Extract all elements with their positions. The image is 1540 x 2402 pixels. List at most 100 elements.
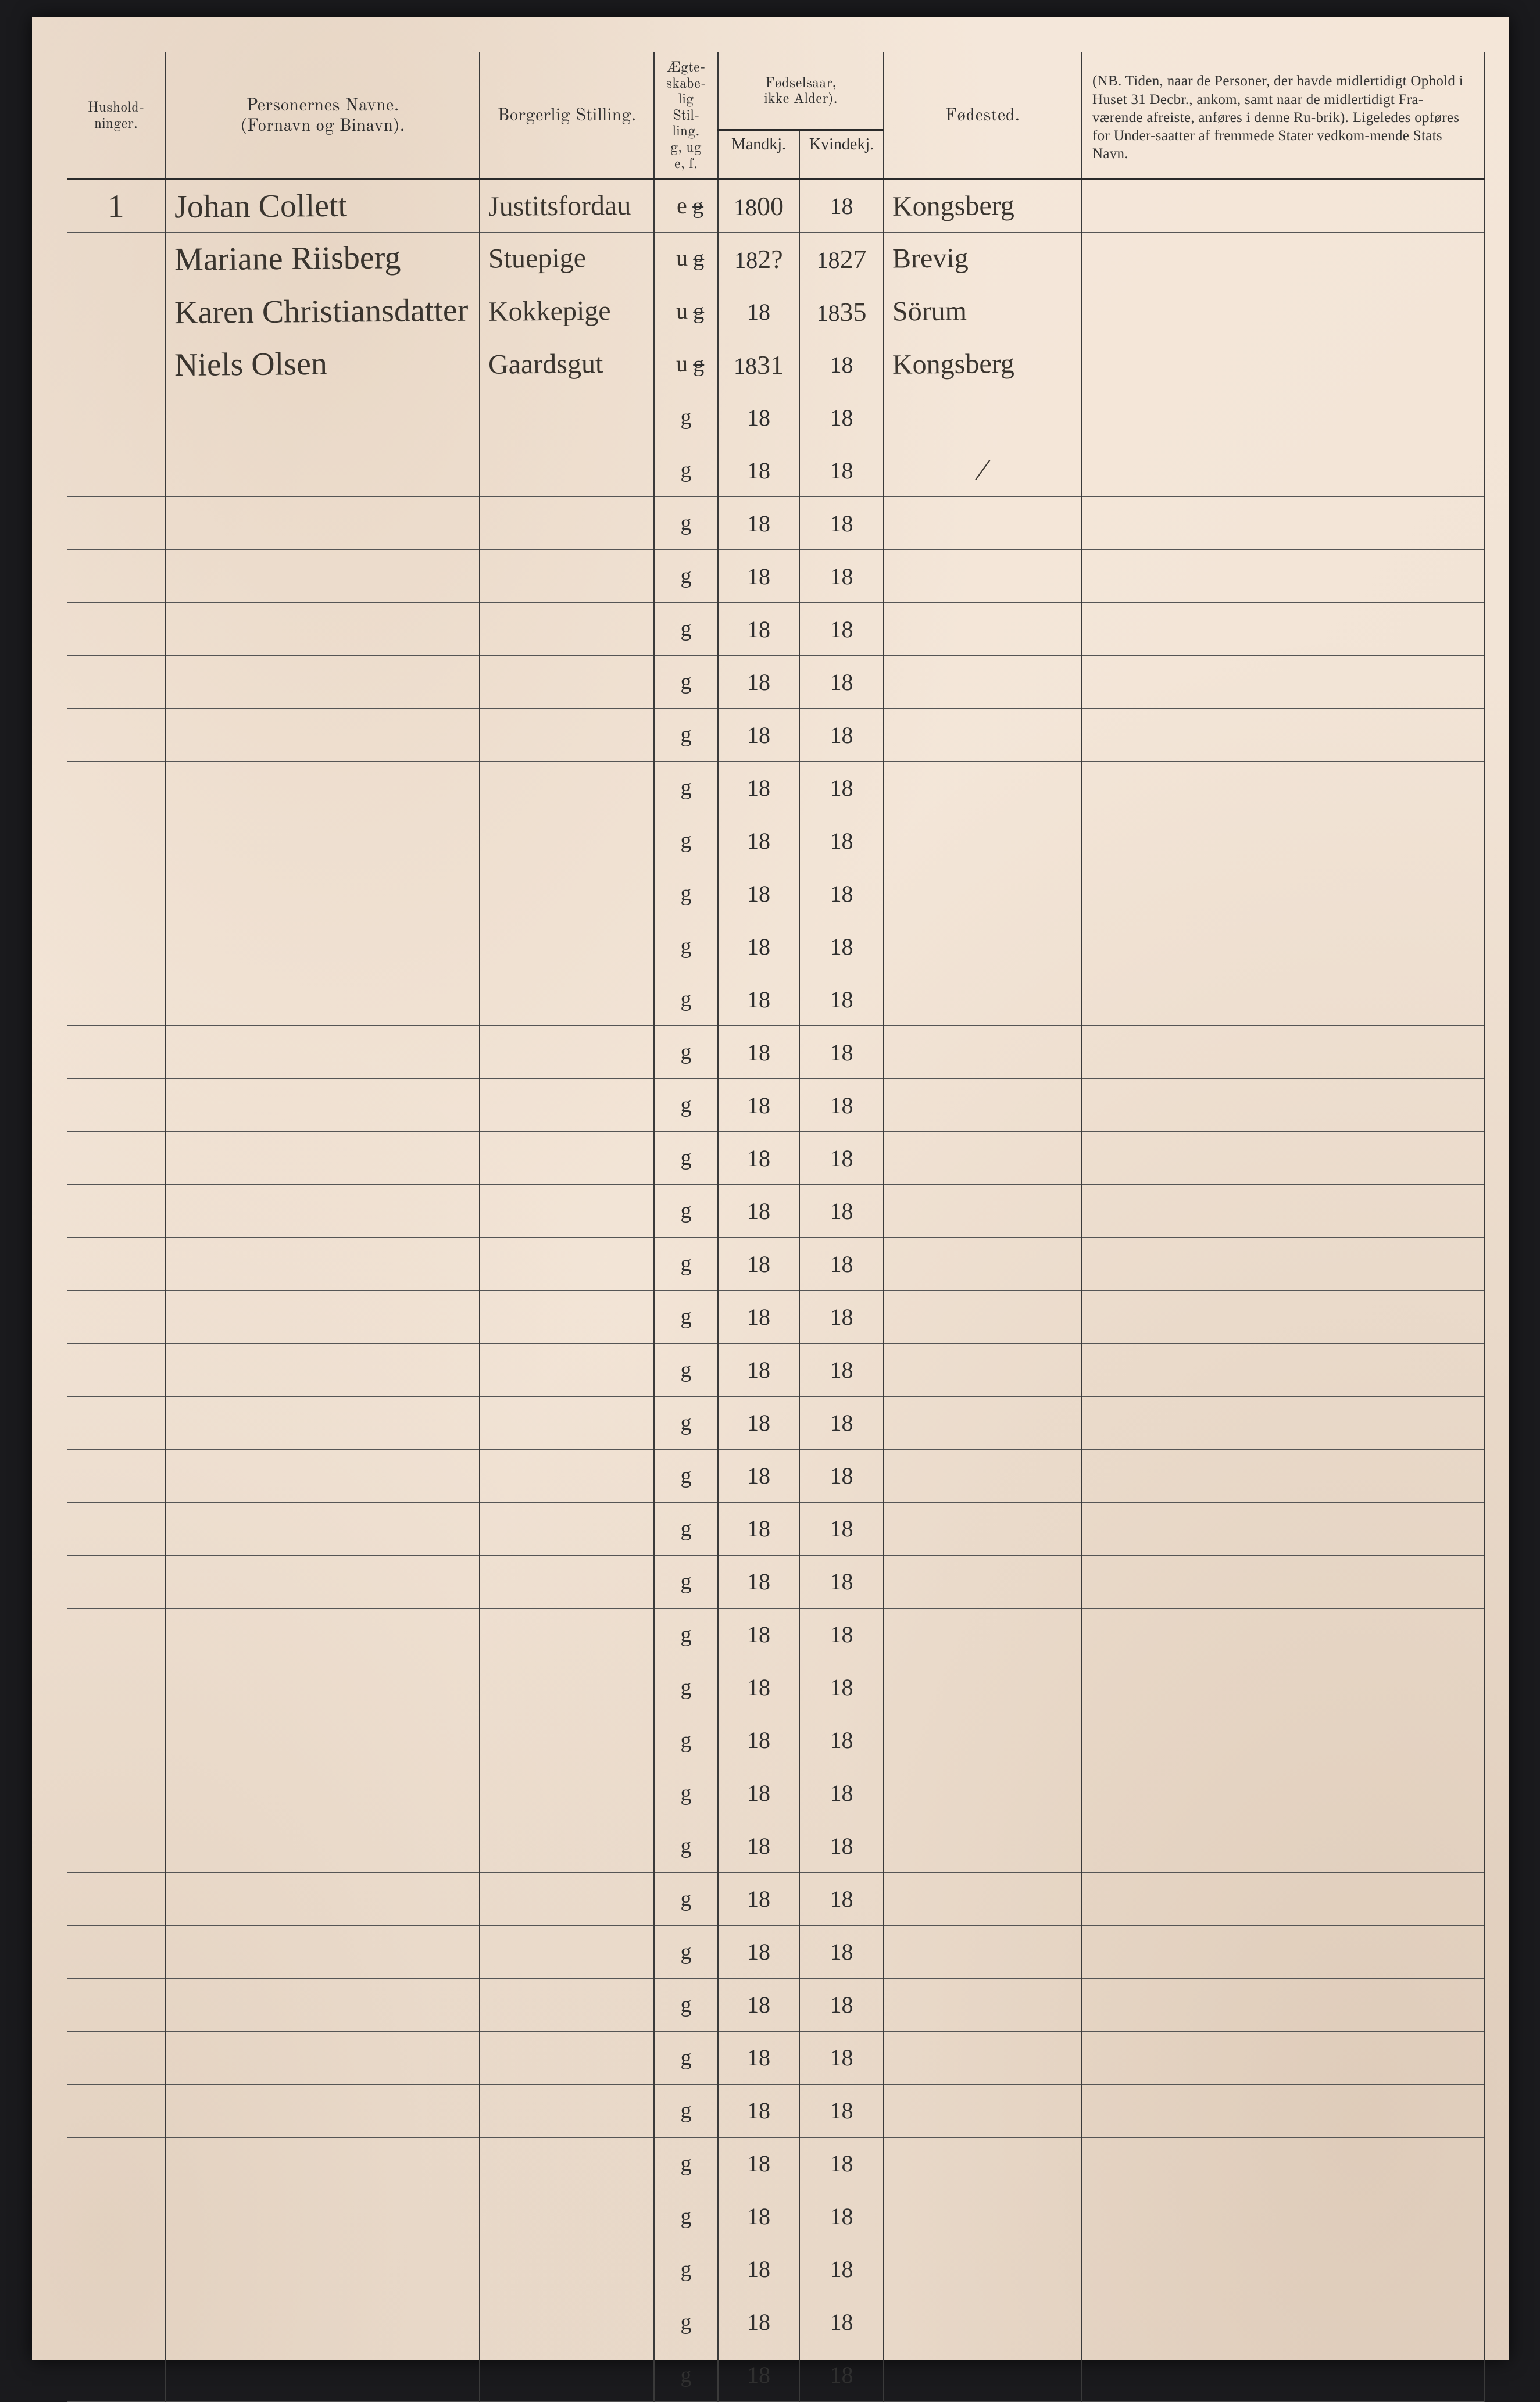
egte-printed-g: g <box>693 246 704 271</box>
cell-egte: g <box>654 1925 718 1978</box>
cell-nb <box>1081 1925 1485 1978</box>
cell-name <box>166 2190 480 2243</box>
cell-mandkj: 18 <box>718 973 799 1026</box>
table-row: g1818 <box>67 1661 1485 1714</box>
cell-husholdninger <box>67 709 166 762</box>
cell-name <box>166 867 480 920</box>
cell-stilling: Gaardsgut <box>480 338 654 391</box>
cell-fodested: Brevig <box>884 233 1081 285</box>
cell-kvindekj: 18 <box>799 338 884 391</box>
cell-nb <box>1081 1872 1485 1925</box>
cell-kvindekj: 18 <box>799 180 884 233</box>
cell-stilling <box>480 1925 654 1978</box>
cell-egte: g <box>654 550 718 603</box>
cell-fodested <box>884 1767 1081 1820</box>
cell-egte: g <box>654 1343 718 1396</box>
egte-hand: u <box>668 246 688 270</box>
cell-egte: g <box>654 1026 718 1079</box>
cell-mandkj: 18 <box>718 1608 799 1661</box>
kvind-value: 18 <box>800 1356 883 1384</box>
egte-printed-g: g <box>655 986 717 1012</box>
cell-name <box>166 656 480 709</box>
cell-fodested <box>884 1661 1081 1714</box>
cell-husholdninger <box>67 1714 166 1767</box>
kvind-value: 18 <box>800 1409 883 1436</box>
cell-husholdninger <box>67 2190 166 2243</box>
fodested-value: Kongsberg <box>884 350 1014 379</box>
cell-egte: g <box>654 444 718 497</box>
cell-mandkj: 18 <box>718 2243 799 2296</box>
kvind-value: 18 <box>800 404 883 431</box>
cell-name <box>166 1026 480 1079</box>
cell-stilling <box>480 656 654 709</box>
kvind-value: 18 <box>800 2097 883 2124</box>
cell-fodested <box>884 1714 1081 1767</box>
ledger-sheet: Hushold-ninger. Personernes Navne.(Forna… <box>67 52 1485 2351</box>
cell-egte: g <box>654 1396 718 1449</box>
mand-value: 18 <box>719 1092 799 1119</box>
cell-egte: u g <box>654 338 718 391</box>
col-husholdninger: Hushold-ninger. <box>67 52 166 180</box>
cell-mandkj: 18 <box>718 2190 799 2243</box>
mand-value: 18 <box>719 563 799 590</box>
table-row: g1818 <box>67 1555 1485 1608</box>
cell-mandkj: 18 <box>718 814 799 867</box>
egte-hand: u <box>668 352 688 376</box>
cell-name <box>166 1820 480 1872</box>
cell-fodested <box>884 1238 1081 1291</box>
stilling-value: Justitsfordau <box>480 192 631 221</box>
egte-hand: e <box>669 194 687 217</box>
cell-egte: g <box>654 973 718 1026</box>
cell-stilling <box>480 1661 654 1714</box>
cell-mandkj: 18 <box>718 920 799 973</box>
cell-stilling <box>480 1555 654 1608</box>
kvind-value: 18 <box>800 1938 883 1965</box>
cell-nb <box>1081 1661 1485 1714</box>
cell-kvindekj: 18 <box>799 1185 884 1238</box>
table-row: g1818 <box>67 497 1485 550</box>
cell-nb <box>1081 497 1485 550</box>
cell-egte: e g <box>654 180 718 233</box>
col-navne: Personernes Navne.(Fornavn og Binavn). <box>166 52 480 180</box>
kvind-value: 18 <box>800 1991 883 2018</box>
cell-mandkj: 18 <box>718 1502 799 1555</box>
col-fodselsaar: Fødselsaar,ikke Alder). <box>718 52 884 130</box>
mand-value: 18 <box>719 1039 799 1066</box>
census-table: Hushold-ninger. Personernes Navne.(Forna… <box>67 52 1485 2402</box>
fodested-value: Brevig <box>884 245 969 273</box>
egte-printed-g: g <box>655 669 717 695</box>
egte-printed-g: g <box>692 194 703 219</box>
cell-name: Karen Christiansdatter <box>166 285 480 338</box>
cell-name <box>166 550 480 603</box>
cell-mandkj: 18 <box>718 656 799 709</box>
col-kvindekj: Kvindekj. <box>799 130 884 180</box>
kvind-value: 18 <box>800 192 883 220</box>
egte-printed-g: g <box>655 1357 717 1383</box>
table-row: g1818 <box>67 656 1485 709</box>
cell-nb <box>1081 1396 1485 1449</box>
cell-name <box>166 2349 480 2401</box>
cell-fodested <box>884 1925 1081 1978</box>
cell-kvindekj: 18 <box>799 2349 884 2401</box>
cell-egte: g <box>654 497 718 550</box>
cell-name <box>166 1661 480 1714</box>
cell-mandkj: 18 <box>718 1449 799 1502</box>
cell-stilling <box>480 1767 654 1820</box>
table-row: Mariane RiisbergStuepigeu g182?1827Brevi… <box>67 233 1485 285</box>
hdr-text: Ægte-skabe-ligStil-ling.g, uge, f. <box>666 61 706 171</box>
cell-fodested <box>884 973 1081 1026</box>
cell-nb <box>1081 1343 1485 1396</box>
paper-page: Hushold-ninger. Personernes Navne.(Forna… <box>32 17 1509 2360</box>
table-row: g1818 <box>67 1502 1485 1555</box>
cell-mandkj: 1800 <box>718 180 799 233</box>
egte-printed-g: g <box>655 1992 717 2018</box>
cell-nb <box>1081 867 1485 920</box>
kvind-value: 18 <box>800 2256 883 2283</box>
cell-fodested <box>884 1502 1081 1555</box>
cell-nb <box>1081 1978 1485 2031</box>
cell-kvindekj: 18 <box>799 497 884 550</box>
cell-husholdninger <box>67 391 166 444</box>
egte-printed-g: g <box>655 563 717 589</box>
cell-husholdninger <box>67 1238 166 1291</box>
cell-mandkj: 18 <box>718 1925 799 1978</box>
